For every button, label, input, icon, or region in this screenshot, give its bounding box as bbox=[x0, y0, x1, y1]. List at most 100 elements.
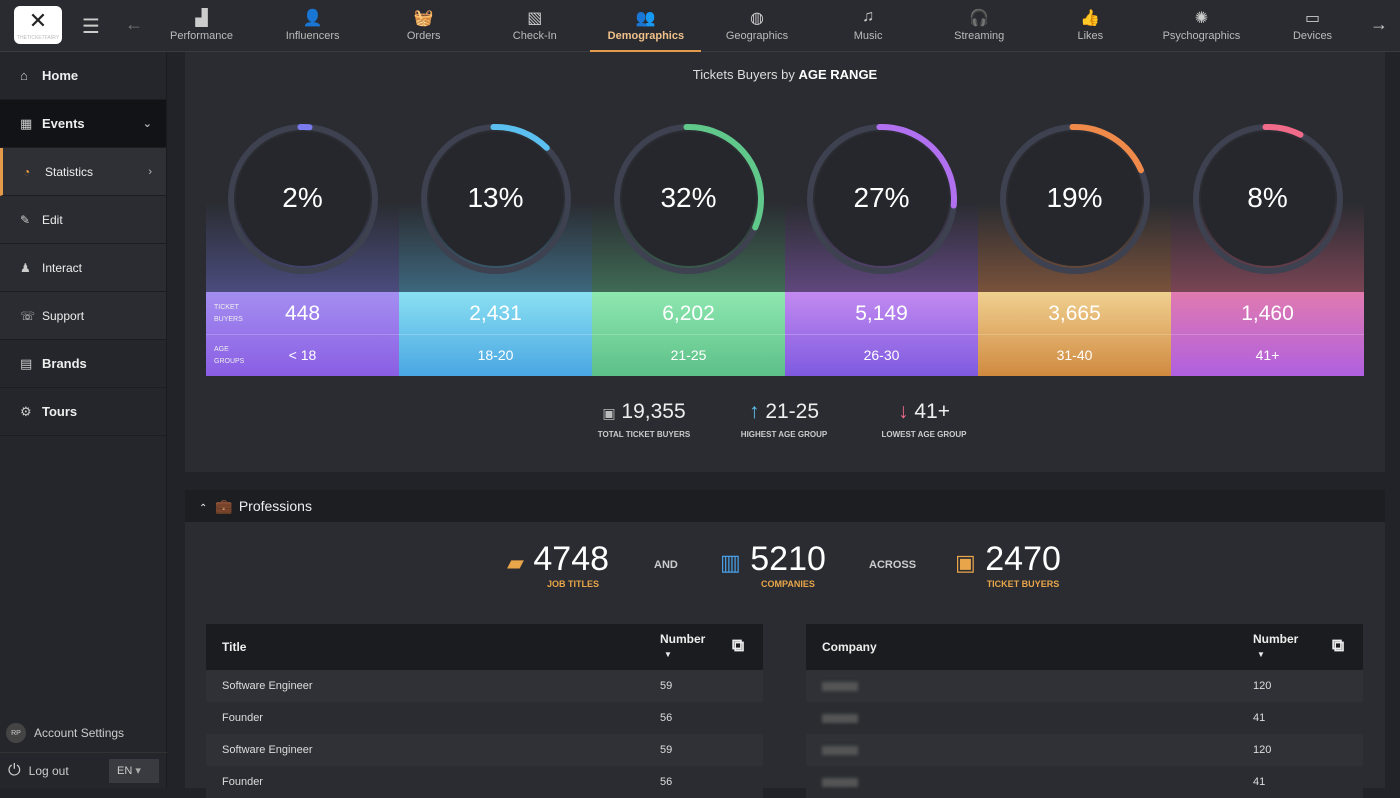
dropdown-caret-icon: ▾ bbox=[135, 765, 141, 777]
tab-orders[interactable]: 🧺 Orders bbox=[368, 0, 479, 52]
lowest-age-group-stat: ↓ 41+ LOWEST AGE GROUP bbox=[881, 400, 967, 439]
sidebar-item-brands[interactable]: ▤ Brands bbox=[0, 340, 166, 388]
sidebar-item-interact[interactable]: ♟ Interact bbox=[0, 244, 166, 292]
basket-icon: 🧺 bbox=[413, 10, 434, 27]
age-group-label: 31-40 bbox=[1056, 347, 1093, 363]
redacted-company bbox=[822, 745, 858, 755]
column-header-number[interactable]: Number ▼ bbox=[1253, 632, 1299, 659]
column-header-title[interactable]: Title bbox=[222, 640, 247, 654]
table-row[interactable]: 120 bbox=[806, 734, 1363, 766]
age-percent: 32% bbox=[660, 182, 717, 213]
sidebar-item-statistics[interactable]: ◔ Statistics › bbox=[0, 148, 166, 196]
ring-arc bbox=[614, 123, 764, 274]
tab-psychographics[interactable]: ✺ Psychographics bbox=[1146, 0, 1257, 52]
table-header: Company Number ▼ ⧉ bbox=[806, 624, 1363, 670]
tab-influencers[interactable]: 👤 Influencers bbox=[257, 0, 368, 52]
sidebar-item-tours[interactable]: ⚙ Tours bbox=[0, 388, 166, 436]
support-icon: ☏ bbox=[20, 308, 36, 323]
cell-name bbox=[822, 766, 858, 798]
scroll-right-arrow-icon[interactable]: → bbox=[1370, 14, 1388, 34]
ticket-buyers-count: 2,431 bbox=[469, 302, 522, 325]
ring-inner bbox=[1201, 132, 1335, 266]
ring-arc bbox=[421, 123, 571, 274]
arrow-up-icon: ↑ bbox=[748, 400, 760, 423]
cell-number: 120 bbox=[1253, 680, 1272, 692]
ticket-icon: ▣ bbox=[602, 405, 616, 421]
sidebar-item-events[interactable]: ▦ Events ⌄ bbox=[0, 100, 166, 148]
ring-inner bbox=[815, 132, 949, 266]
sort-desc-icon: ▼ bbox=[664, 650, 672, 659]
row-divider bbox=[1171, 334, 1364, 335]
user-icon: ♟ bbox=[20, 260, 31, 275]
tab-devices[interactable]: ▭ Devices bbox=[1257, 0, 1368, 52]
age-group-band: 3,665 31-40 bbox=[978, 292, 1171, 376]
top-navigation: ✕ THETICKETFAIRY ☰ ← ▟ Performance 👤 Influen… bbox=[0, 0, 1400, 52]
percentage-ring bbox=[1000, 123, 1150, 274]
tab-music[interactable]: ♫ Music bbox=[813, 0, 924, 52]
table-row[interactable]: Software Engineer 59 bbox=[206, 734, 763, 766]
logout-button[interactable]: ⏻ Log out EN ▾ bbox=[0, 752, 167, 788]
age-percent: 13% bbox=[467, 182, 524, 213]
age-percent: 2% bbox=[282, 182, 323, 213]
table-row[interactable]: Founder 56 bbox=[206, 766, 763, 798]
percentage-ring bbox=[421, 123, 571, 274]
ticket-buyers-count: 1,460 bbox=[1241, 302, 1294, 325]
age-group-label: 26-30 bbox=[863, 347, 900, 363]
ring-arc bbox=[228, 123, 378, 274]
table-row[interactable]: Founder 56 bbox=[206, 702, 763, 734]
ticket-buyers-count: 448 bbox=[284, 302, 321, 325]
scroll-left-arrow-icon[interactable]: ← bbox=[125, 14, 143, 34]
sidebar-item-home[interactable]: ⌂ Home bbox=[0, 52, 166, 100]
tab-geographics[interactable]: ◍ Geographics bbox=[702, 0, 813, 52]
ring-inner bbox=[236, 132, 370, 266]
thumbs-up-icon: 👍 bbox=[1080, 10, 1101, 27]
column-header-company[interactable]: Company bbox=[822, 640, 877, 654]
job-titles-stat: ▰ 4748 JOB TITLES bbox=[507, 540, 610, 589]
sidebar: ⌂ Home ▦ Events ⌄ ◔ Statistics › ✎ Edit ♟ Inter… bbox=[0, 52, 167, 788]
percentage-ring bbox=[1193, 123, 1343, 274]
sidebar-item-support[interactable]: ☏ Support bbox=[0, 292, 166, 340]
table-row[interactable]: Software Engineer 59 bbox=[206, 670, 763, 702]
copy-icon[interactable]: ⧉ bbox=[1332, 636, 1345, 655]
people-icon: 👥 bbox=[635, 10, 656, 27]
age-group-band: 1,460 41+ bbox=[1171, 292, 1364, 376]
cell-number: 59 bbox=[660, 744, 673, 756]
ticket-fairy-logo[interactable]: ✕ THETICKETFAIRY bbox=[14, 6, 62, 44]
table-row[interactable]: 120 bbox=[806, 670, 1363, 702]
percentage-ring bbox=[614, 123, 764, 274]
ring-arc bbox=[1000, 123, 1150, 274]
row-divider bbox=[399, 334, 592, 335]
hamburger-menu-icon[interactable]: ☰ bbox=[82, 16, 100, 38]
language-select[interactable]: EN ▾ bbox=[109, 759, 159, 783]
chevron-down-icon: ⌄ bbox=[142, 118, 152, 130]
tab-demographics[interactable]: 👥 Demographics bbox=[590, 0, 702, 52]
professions-section-header[interactable]: ⌃ 💼 Professions bbox=[185, 490, 1385, 522]
building-icon: ▥ bbox=[720, 550, 741, 575]
arrow-down-icon: ↓ bbox=[898, 400, 909, 423]
table-row[interactable]: 41 bbox=[806, 702, 1363, 734]
column-header-number[interactable]: Number ▼ bbox=[660, 632, 706, 659]
brain-icon: ✺ bbox=[1194, 10, 1209, 27]
pie-chart-icon: ◔ bbox=[23, 164, 31, 179]
age-group-band: TICKET BUYERS AGE GROUPS 448 < 18 bbox=[206, 292, 399, 376]
copy-icon[interactable]: ⧉ bbox=[732, 636, 745, 655]
chevron-up-icon[interactable]: ⌃ bbox=[199, 503, 208, 514]
ticket-buyers-count: 3,665 bbox=[1048, 302, 1101, 325]
ticket-buyers-count: 5,149 bbox=[855, 302, 908, 325]
age-group-column: 27% 5,149 26-30 bbox=[785, 52, 978, 376]
tab-likes[interactable]: 👍 Likes bbox=[1035, 0, 1146, 52]
table-row[interactable]: 41 bbox=[806, 766, 1363, 798]
cell-number: 56 bbox=[660, 712, 673, 724]
job-titles-table: Title Number ▼ ⧉ Software Engineer 59 Found… bbox=[206, 624, 763, 798]
tours-icon: ⚙ bbox=[20, 403, 32, 419]
companies-table: Company Number ▼ ⧉ 120 41 120 41 bbox=[806, 624, 1363, 798]
age-group-label: 18-20 bbox=[477, 347, 514, 363]
tab-check-in[interactable]: ▧ Check-In bbox=[479, 0, 590, 52]
ticket-buyers-stat: ▣ 2470 TICKET BUYERS bbox=[955, 540, 1061, 589]
brands-icon: ▤ bbox=[20, 355, 33, 371]
sidebar-item-edit[interactable]: ✎ Edit bbox=[0, 196, 166, 244]
tab-performance[interactable]: ▟ Performance bbox=[146, 0, 257, 52]
percentage-ring bbox=[807, 123, 957, 274]
account-settings-link[interactable]: RP Account Settings bbox=[0, 718, 167, 748]
tab-streaming[interactable]: 🎧 Streaming bbox=[924, 0, 1035, 52]
